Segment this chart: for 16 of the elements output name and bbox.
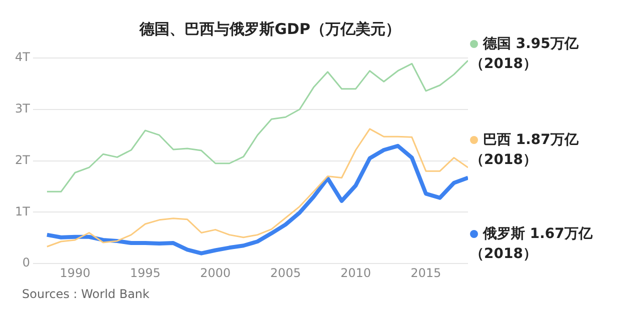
y-tick-label: 4T <box>14 50 31 64</box>
y-tick-label: 2T <box>14 152 31 167</box>
x-tick-label: 2010 <box>340 266 372 280</box>
y-tick-label: 1T <box>14 204 31 218</box>
legend-label: 巴西 1.87万亿（2018） <box>470 131 580 170</box>
y-tick-label: 0 <box>22 256 30 270</box>
chart-title: 德国、巴西与俄罗斯GDP（万亿美元） <box>138 20 402 39</box>
x-tick-label: 1995 <box>130 266 161 280</box>
x-tick-label: 2005 <box>270 266 301 280</box>
y-tick-label: 3T <box>14 102 31 116</box>
legend-label: 德国 3.95万亿（2018） <box>470 35 580 74</box>
x-tick-label: 1990 <box>60 266 90 280</box>
x-tick-label: 2015 <box>410 266 442 280</box>
source-note: Sources : World Bank <box>22 287 150 301</box>
legend-label: 俄罗斯 1.67万亿（2018） <box>470 225 594 264</box>
x-tick-label: 2000 <box>200 266 231 280</box>
